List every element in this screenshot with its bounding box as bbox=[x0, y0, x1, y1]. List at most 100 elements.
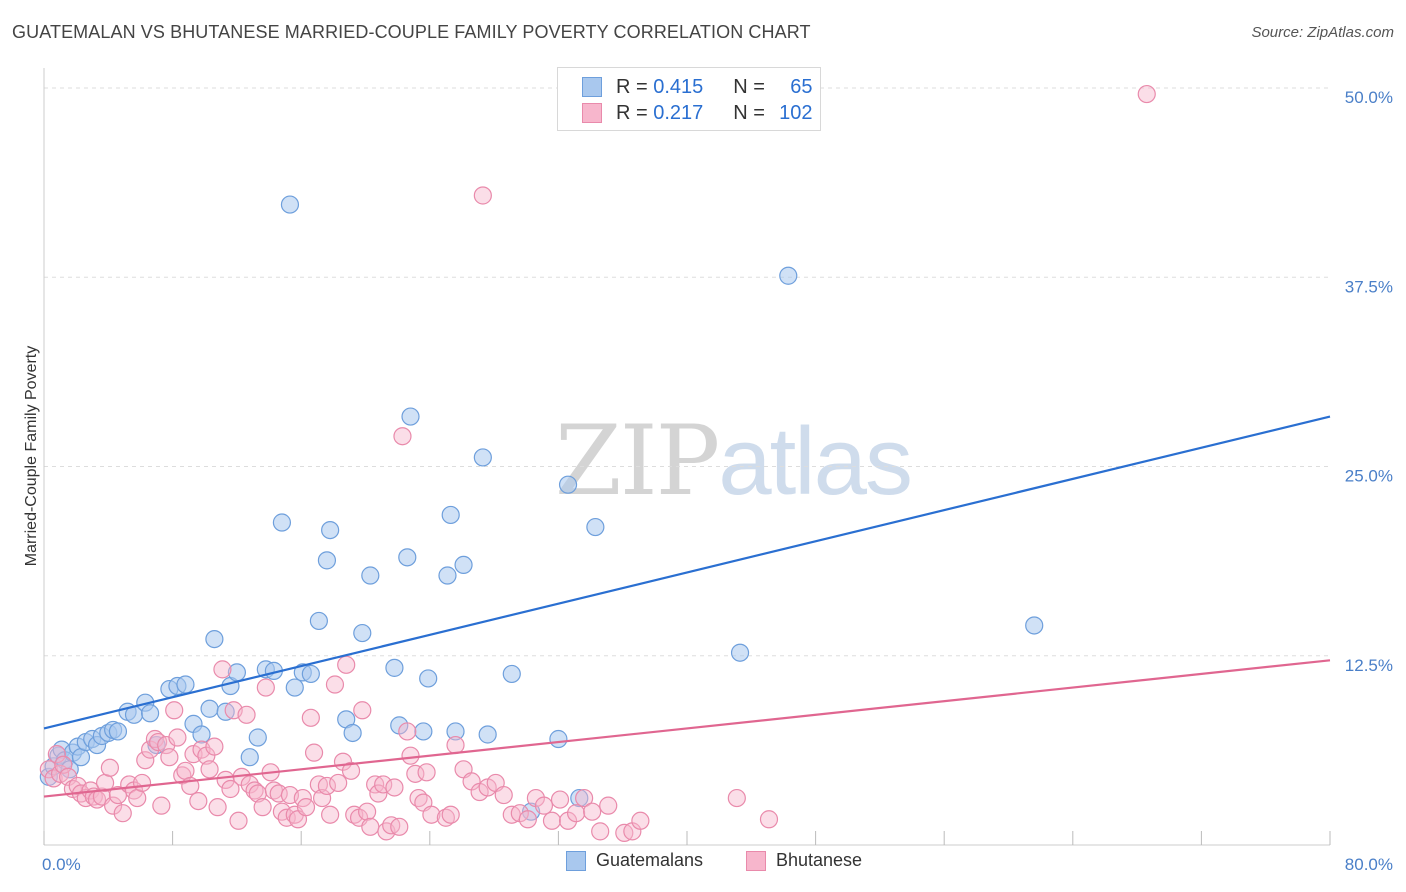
guatemalans-point bbox=[558, 475, 578, 494]
bhutanese-point bbox=[128, 788, 147, 808]
bhutanese-point bbox=[550, 790, 570, 809]
bhutanese-point bbox=[221, 779, 240, 799]
guatemalans-point bbox=[71, 748, 91, 767]
r-value: 0.415 bbox=[653, 75, 704, 98]
guatemalans-point bbox=[438, 566, 457, 585]
bhutanese-point bbox=[385, 778, 404, 797]
bhutanese-point bbox=[417, 763, 436, 782]
guatemalans-points bbox=[39, 195, 1044, 821]
guatemalans-point bbox=[321, 520, 340, 540]
watermark-zip: ZIP bbox=[555, 405, 720, 517]
guatemalans-point bbox=[353, 623, 372, 643]
bhutanese-point bbox=[341, 761, 361, 780]
bhutanese-point bbox=[631, 811, 650, 830]
bhutanese-point bbox=[176, 761, 195, 780]
bhutanese-point bbox=[542, 811, 562, 830]
legend-row-bhutanese: R = 0.217 N = 102 bbox=[582, 101, 813, 125]
axes bbox=[43, 68, 1331, 846]
guatemalans-point bbox=[192, 725, 211, 744]
guatemalans-point bbox=[549, 729, 568, 749]
bhutanese-point bbox=[583, 802, 602, 821]
bhutanese-point bbox=[229, 811, 248, 830]
legend-swatch-pink bbox=[746, 850, 766, 871]
bhutanese-point bbox=[401, 746, 420, 765]
bhutanese-point bbox=[1137, 84, 1156, 104]
n-value: 102 bbox=[779, 101, 813, 124]
guatemalans-point bbox=[385, 658, 404, 677]
bhutanese-point bbox=[374, 775, 393, 794]
bhutanese-point bbox=[189, 791, 208, 811]
bhutanese-point bbox=[113, 804, 132, 823]
watermark-atlas: atlas bbox=[718, 408, 913, 515]
guatemalans-point bbox=[478, 725, 497, 744]
guatemalans-point bbox=[502, 664, 521, 684]
guatemalans-point bbox=[361, 566, 380, 585]
guatemalans-point bbox=[1025, 616, 1044, 635]
y-tick-label: 50.0% bbox=[1345, 88, 1393, 107]
legend-item-guatemalans: Guatemalans bbox=[566, 850, 703, 871]
bhutanese-point bbox=[317, 776, 337, 796]
bhutanese-point bbox=[393, 427, 412, 446]
bhutanese-point bbox=[208, 798, 227, 817]
bhutanese-point bbox=[304, 743, 324, 762]
bhutanese-point bbox=[160, 748, 179, 767]
bhutanese-point bbox=[422, 805, 441, 824]
n-label: N = bbox=[733, 101, 765, 124]
r-label: R = bbox=[616, 101, 648, 124]
guatemalans-point bbox=[779, 266, 798, 285]
guatemalans-point bbox=[401, 407, 420, 426]
bhutanese-point bbox=[436, 808, 455, 827]
n-value: 65 bbox=[790, 75, 813, 98]
guatemalans-point bbox=[441, 505, 460, 525]
guatemalans-point bbox=[248, 728, 267, 747]
bhutanese-point bbox=[390, 817, 409, 836]
guatemalans-point bbox=[454, 555, 473, 575]
guatemalans-point bbox=[200, 699, 219, 718]
guatemalans-point bbox=[280, 195, 300, 214]
bhutanese-point bbox=[759, 810, 779, 829]
bhutanese-point bbox=[132, 773, 152, 793]
guatemalans-point bbox=[309, 611, 328, 631]
bhutanese-point bbox=[136, 751, 155, 770]
guatemalans-point bbox=[570, 788, 589, 808]
bhutanese-point bbox=[237, 705, 256, 724]
legend-swatch-blue bbox=[566, 850, 586, 871]
bhutanese-point bbox=[575, 788, 594, 808]
bhutanese-point bbox=[534, 796, 554, 815]
bhutanese-point bbox=[727, 788, 746, 808]
guatemalans-trend-line bbox=[43, 415, 1331, 730]
bhutanese-point bbox=[591, 822, 610, 841]
legend-swatch-blue bbox=[582, 77, 602, 97]
y-tick-label: 25.0% bbox=[1345, 467, 1393, 486]
bhutanese-point bbox=[361, 817, 380, 836]
guatemalans-point bbox=[272, 513, 292, 532]
bhutanese-point bbox=[104, 796, 123, 815]
bhutanese-point bbox=[301, 708, 320, 727]
bhutanese-point bbox=[518, 810, 537, 829]
guatemalans-point bbox=[140, 704, 160, 723]
correlation-legend: R = 0.415 N = 65 R = 0.217 N = 102 bbox=[557, 67, 821, 131]
y-tick-label: 12.5% bbox=[1345, 656, 1393, 675]
bhutanese-point bbox=[256, 678, 275, 697]
bhutanese-point bbox=[245, 781, 264, 800]
guatemalans-point bbox=[285, 678, 304, 697]
guatemalans-point bbox=[301, 664, 320, 684]
bhutanese-point bbox=[213, 660, 232, 679]
legend-row-guatemalans: R = 0.415 N = 65 bbox=[582, 75, 813, 99]
guatemalans-point bbox=[108, 722, 128, 741]
bhutanese-point bbox=[566, 804, 586, 823]
trend-lines bbox=[43, 415, 1331, 798]
r-value: 0.217 bbox=[653, 101, 704, 124]
guatemalans-point bbox=[473, 448, 492, 467]
y-axis-title: Married-Couple Family Poverty bbox=[23, 346, 40, 567]
bhutanese-point bbox=[100, 758, 120, 777]
bhutanese-point bbox=[253, 798, 272, 817]
bhutanese-point bbox=[168, 728, 187, 747]
guatemalans-point bbox=[240, 748, 259, 767]
bhutanese-point bbox=[441, 805, 460, 824]
guatemalans-point bbox=[414, 722, 433, 741]
legend-swatch-pink bbox=[582, 103, 602, 123]
y-tick-label: 37.5% bbox=[1345, 277, 1393, 296]
guatemalans-point bbox=[586, 517, 605, 537]
